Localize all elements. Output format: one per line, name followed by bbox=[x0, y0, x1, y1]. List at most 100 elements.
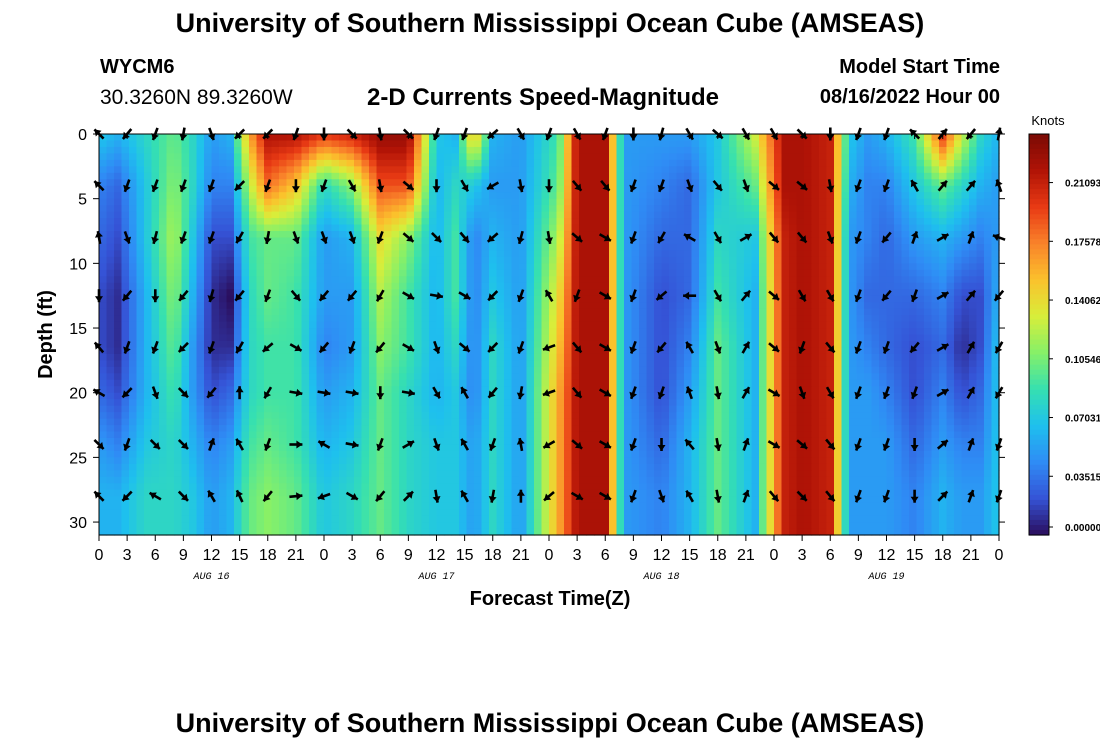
heatmap-cell bbox=[601, 205, 610, 213]
heatmap-cell bbox=[586, 295, 595, 303]
heatmap-cell bbox=[451, 179, 460, 187]
heatmap-cell bbox=[631, 269, 640, 277]
heatmap-cell bbox=[504, 308, 513, 316]
heatmap-cell bbox=[391, 218, 400, 226]
heatmap-cell bbox=[376, 315, 385, 323]
heatmap-cell bbox=[489, 366, 498, 374]
heatmap-cell bbox=[106, 289, 115, 297]
heatmap-cell bbox=[421, 437, 430, 446]
heatmap-cell bbox=[661, 302, 670, 310]
heatmap-cell bbox=[526, 185, 535, 193]
heatmap-cell bbox=[249, 282, 258, 290]
heatmap-cell bbox=[489, 302, 498, 310]
heatmap-cell bbox=[271, 269, 280, 277]
heatmap-cell bbox=[564, 328, 573, 336]
heatmap-cell bbox=[121, 263, 130, 271]
heatmap-cell bbox=[556, 146, 565, 155]
heatmap-cell bbox=[151, 360, 160, 368]
heatmap-cell bbox=[451, 353, 460, 361]
heatmap-cell bbox=[114, 528, 123, 536]
heatmap-cell bbox=[466, 489, 475, 497]
heatmap-cell bbox=[174, 282, 183, 290]
heatmap-cell bbox=[114, 321, 123, 329]
heatmap-cell bbox=[99, 360, 108, 368]
heatmap-cell bbox=[654, 224, 663, 232]
heatmap-cell bbox=[511, 269, 520, 277]
heatmap-cell bbox=[376, 243, 385, 252]
heatmap-cell bbox=[534, 302, 543, 310]
heatmap-cell bbox=[616, 528, 625, 536]
heatmap-cell bbox=[676, 302, 685, 310]
heatmap-cell bbox=[189, 218, 198, 226]
heatmap-cell bbox=[324, 211, 333, 219]
heatmap-cell bbox=[196, 418, 205, 426]
heatmap-cell bbox=[181, 366, 190, 374]
heatmap-cell bbox=[519, 218, 528, 226]
heatmap-cell bbox=[601, 522, 610, 530]
heatmap-cell bbox=[631, 185, 640, 193]
heatmap-cell bbox=[511, 425, 520, 433]
heatmap-cell bbox=[631, 218, 640, 226]
heatmap-cell bbox=[181, 405, 190, 413]
heatmap-cell bbox=[309, 431, 318, 439]
heatmap-cell bbox=[136, 399, 145, 407]
heatmap-cell bbox=[129, 528, 138, 536]
heatmap-cell bbox=[564, 431, 573, 439]
heatmap-cell bbox=[691, 205, 700, 213]
heatmap-cell bbox=[384, 198, 393, 206]
heatmap-cell bbox=[601, 256, 610, 264]
heatmap-cell bbox=[324, 179, 333, 187]
heatmap-cell bbox=[99, 302, 108, 310]
heatmap-cell bbox=[444, 302, 453, 310]
heatmap-cell bbox=[534, 166, 543, 174]
heatmap-cell bbox=[339, 470, 348, 478]
heatmap-cell bbox=[639, 328, 648, 336]
heatmap-cell bbox=[354, 192, 363, 200]
heatmap-cell bbox=[204, 269, 213, 277]
heatmap-cell bbox=[286, 276, 295, 284]
heatmap-cell bbox=[204, 522, 213, 530]
heatmap-cell bbox=[384, 399, 393, 407]
heatmap-cell bbox=[549, 476, 558, 484]
heatmap-cell bbox=[174, 315, 183, 323]
heatmap-cell bbox=[519, 373, 528, 381]
heatmap-cell bbox=[369, 522, 378, 530]
heatmap-cell bbox=[286, 360, 295, 368]
heatmap-cell bbox=[534, 205, 543, 213]
heatmap-cell bbox=[624, 321, 633, 329]
heatmap-cell bbox=[609, 340, 618, 349]
heatmap-cell bbox=[526, 412, 535, 420]
heatmap-cell bbox=[316, 386, 325, 394]
heatmap-cell bbox=[481, 412, 490, 420]
heatmap-cell bbox=[241, 256, 250, 264]
heatmap-cell bbox=[129, 489, 138, 497]
heatmap-cell bbox=[271, 502, 280, 510]
heatmap-cell bbox=[136, 437, 145, 446]
heatmap-cell bbox=[339, 489, 348, 497]
heatmap-cell bbox=[384, 282, 393, 290]
heatmap-cell bbox=[406, 463, 415, 471]
heatmap-cell bbox=[384, 302, 393, 310]
heatmap-cell bbox=[586, 328, 595, 336]
heatmap-cell bbox=[436, 334, 445, 342]
heatmap-cell bbox=[541, 250, 550, 258]
heatmap-cell bbox=[699, 269, 708, 277]
heatmap-cell bbox=[429, 509, 438, 517]
heatmap-cell bbox=[159, 399, 168, 407]
heatmap-cell bbox=[421, 282, 430, 290]
heatmap-cell bbox=[219, 205, 228, 213]
heatmap-cell bbox=[691, 476, 700, 484]
heatmap-cell bbox=[121, 412, 130, 420]
heatmap-cell bbox=[661, 366, 670, 374]
heatmap-cell bbox=[144, 476, 153, 484]
heatmap-cell bbox=[496, 269, 505, 277]
heatmap-cell bbox=[339, 321, 348, 329]
heatmap-cell bbox=[264, 250, 273, 258]
heatmap-cell bbox=[534, 418, 543, 426]
heatmap-cell bbox=[601, 289, 610, 297]
heatmap-cell bbox=[414, 328, 423, 336]
heatmap-cell bbox=[279, 295, 288, 303]
heatmap-cell bbox=[564, 418, 573, 426]
heatmap-cell bbox=[684, 192, 693, 200]
heatmap-cell bbox=[129, 134, 138, 142]
